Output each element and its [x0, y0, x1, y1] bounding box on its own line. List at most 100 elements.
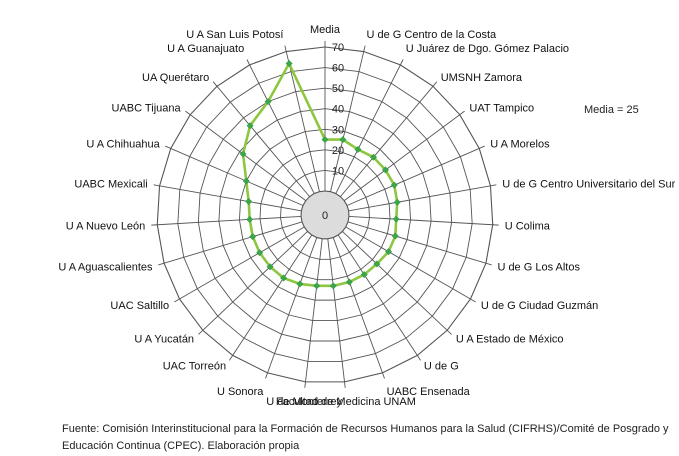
- grid-spoke: [153, 184, 302, 212]
- grid-spoke: [198, 231, 308, 335]
- series-line: [241, 62, 399, 288]
- data-point: [249, 233, 257, 241]
- grid-ring: [177, 67, 473, 362]
- grid-spoke: [330, 45, 366, 192]
- grid-spoke: [340, 81, 438, 197]
- radar-series: [239, 59, 401, 290]
- radar-grid: [151, 41, 499, 388]
- grid-spoke: [332, 237, 385, 379]
- grid-ring: [197, 87, 453, 342]
- grid-spoke: [346, 145, 485, 206]
- tick-label: 10: [332, 165, 344, 177]
- grid-ring: [156, 46, 494, 383]
- category-label: U de G Ciudad Guzmán: [481, 300, 598, 312]
- source-note: Fuente: Comisión Interinstitucional para…: [62, 423, 669, 452]
- axis-title: Media: [310, 24, 341, 36]
- grid-ring: [300, 190, 350, 240]
- category-label: U de G Centro Universitario del Sur: [502, 179, 675, 191]
- data-point: [391, 232, 399, 240]
- grid-ring: [218, 108, 432, 322]
- category-labels: Media U de G Centro de la Costa U Juárez d…: [58, 24, 675, 408]
- data-point: [339, 136, 347, 144]
- category-label: U de G: [424, 360, 459, 372]
- grid-spoke: [304, 238, 323, 388]
- data-point: [360, 271, 368, 279]
- category-label: U Colima: [505, 220, 551, 232]
- grid-spoke: [348, 184, 497, 212]
- radial-tick-labels: 0 10 20 30 40 50 60 70: [322, 42, 344, 222]
- data-point: [266, 263, 274, 271]
- category-label: U de G Centro de la Costa: [367, 29, 498, 41]
- data-point: [285, 59, 293, 68]
- grid-spoke: [174, 226, 305, 303]
- category-label: U A Aguascalientes: [58, 262, 153, 274]
- category-label: UABC Tijuana: [112, 103, 182, 115]
- grid-spoke: [165, 145, 304, 206]
- data-point: [381, 166, 390, 174]
- data-point: [256, 249, 264, 257]
- data-point: [264, 98, 272, 106]
- category-label: UABC Mexicali: [74, 179, 147, 191]
- grid-spoke: [337, 234, 421, 361]
- category-label: UAC Saltillo: [110, 300, 169, 312]
- tick-label: 0: [322, 210, 328, 222]
- grid-ring: [280, 169, 370, 260]
- category-label: UA Querétaro: [142, 72, 209, 84]
- data-point: [246, 215, 254, 223]
- data-point: [296, 280, 304, 288]
- grid-spoke: [347, 221, 492, 266]
- category-label: UMSNH Zamora: [441, 72, 523, 84]
- grid-spoke: [158, 221, 303, 266]
- category-label: U A Nuevo León: [66, 220, 146, 232]
- data-point: [239, 150, 247, 158]
- data-point: [242, 177, 250, 185]
- data-point: [246, 122, 254, 130]
- data-point: [245, 197, 253, 206]
- data-point: [354, 145, 362, 153]
- category-label: U A Morelos: [490, 139, 550, 151]
- grid-spoke: [185, 110, 307, 202]
- grid-ring: [259, 149, 391, 281]
- tick-label: 50: [332, 83, 344, 95]
- category-label: Facultad de Medicina UNAM: [276, 396, 416, 408]
- tick-label: 40: [332, 104, 344, 116]
- grid-spoke: [246, 59, 315, 194]
- category-label: U A San Luis Potosí: [186, 29, 283, 41]
- tick-label: 70: [332, 42, 344, 54]
- mean-annotation: Media = 25: [584, 104, 639, 116]
- data-point: [373, 260, 381, 268]
- category-label: U de G Los Altos: [497, 262, 580, 274]
- category-label: U A Chihuahua: [86, 139, 160, 151]
- data-point: [329, 282, 337, 290]
- category-label: UABC Ensenada: [387, 386, 471, 398]
- data-point: [321, 136, 329, 144]
- category-label: U A Estado de México: [456, 334, 564, 346]
- category-label: UAC Torreón: [163, 360, 226, 372]
- grid-spoke: [212, 81, 310, 197]
- grid-spoke: [343, 110, 465, 202]
- tick-label: 20: [332, 145, 344, 157]
- data-point: [279, 274, 288, 282]
- category-label: U Juárez de Dgo. Gómez Palacio: [406, 43, 569, 55]
- grid-spoke: [284, 45, 320, 192]
- data-point: [393, 198, 401, 206]
- data-point: [369, 153, 378, 161]
- grid-spoke: [151, 215, 302, 226]
- data-point: [313, 282, 321, 290]
- category-label: U A Guanajuato: [167, 43, 244, 55]
- grid-spoke: [327, 238, 346, 388]
- category-label: U A Yucatán: [134, 334, 194, 346]
- grid-spoke: [345, 226, 476, 303]
- data-point: [392, 215, 400, 223]
- grid-spoke: [348, 215, 499, 226]
- category-label: U Sonora: [217, 386, 264, 398]
- tick-label: 30: [332, 124, 344, 136]
- grid-spoke: [229, 234, 313, 361]
- grid-spoke: [265, 237, 318, 379]
- tick-label: 60: [332, 63, 344, 75]
- grid-spoke: [342, 231, 452, 335]
- grid-spoke: [335, 59, 404, 194]
- data-point: [384, 248, 393, 256]
- grid-ring: [238, 128, 412, 301]
